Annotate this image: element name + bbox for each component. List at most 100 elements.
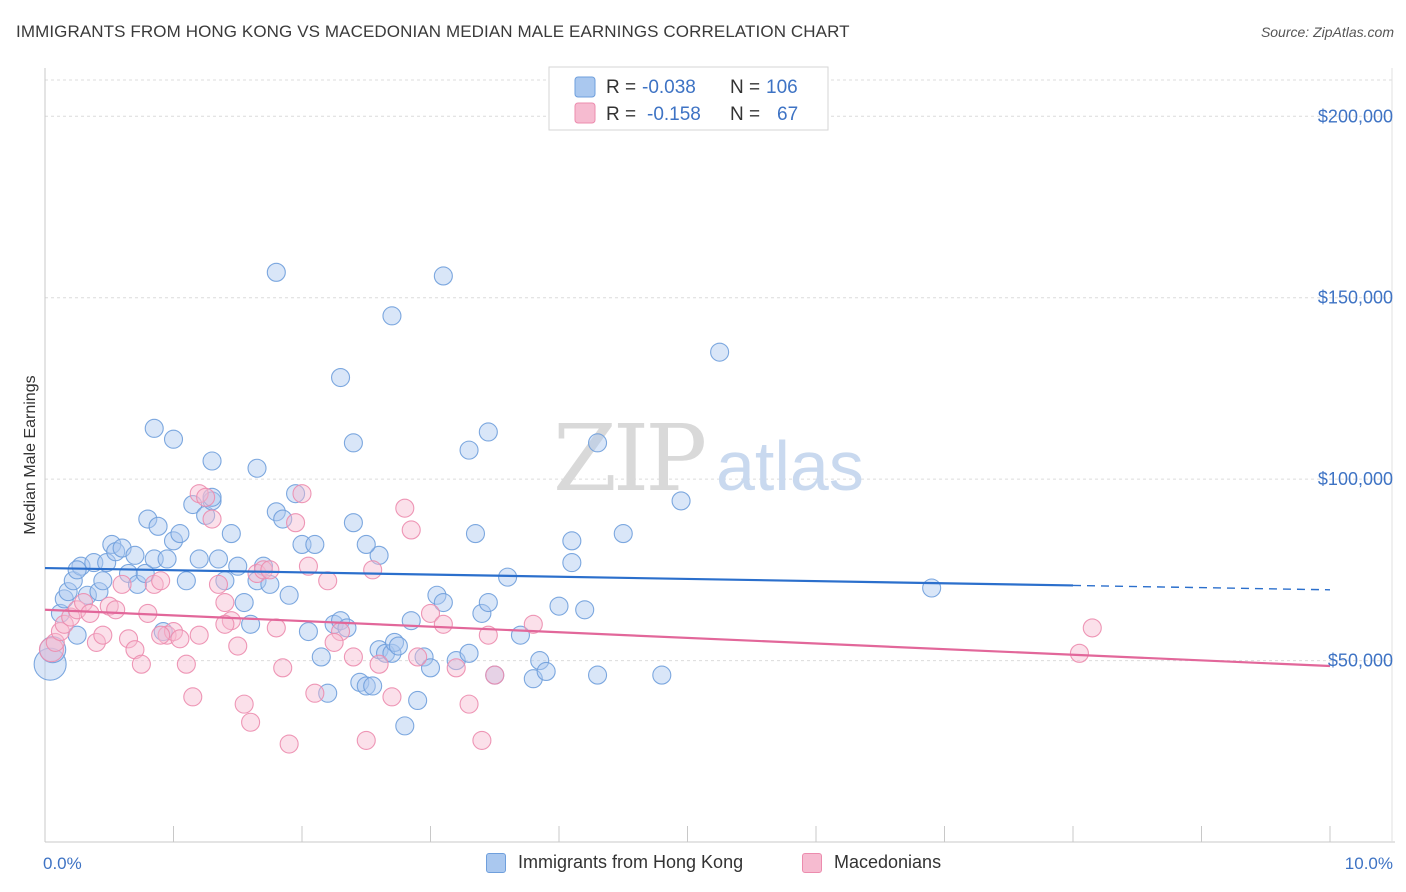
point-macedonians: [395, 498, 415, 518]
point-macedonians: [215, 614, 235, 634]
point-macedonians: [472, 730, 492, 750]
point-hong-kong: [459, 440, 479, 460]
point-macedonians: [420, 603, 441, 623]
point-hong-kong: [106, 542, 126, 562]
point-hong-kong: [163, 429, 184, 449]
point-hong-kong: [266, 502, 286, 522]
point-macedonians: [298, 556, 318, 576]
point-macedonians: [305, 683, 325, 703]
point-hong-kong: [330, 611, 351, 631]
point-hong-kong: [234, 592, 254, 613]
point-macedonians: [485, 665, 505, 685]
point-macedonians: [363, 560, 383, 580]
point-macedonians: [221, 611, 241, 631]
legend-n-label-1: N =: [730, 77, 760, 98]
point-hong-kong: [459, 643, 479, 663]
point-hong-kong: [536, 661, 556, 682]
point-hong-kong: [369, 640, 389, 660]
points-layer: [33, 262, 1102, 754]
legend-label-hong-kong: Immigrants from Hong Kong: [518, 852, 744, 872]
point-hong-kong: [562, 531, 582, 551]
point-hong-kong: [58, 582, 78, 602]
point-hong-kong: [67, 560, 87, 580]
point-hong-kong: [922, 578, 942, 598]
point-hong-kong: [613, 524, 633, 544]
point-hong-kong: [671, 491, 691, 511]
point-hong-kong: [89, 582, 109, 602]
point-macedonians: [478, 625, 498, 645]
legend-item-hong-kong[interactable]: Immigrants from Hong Kong: [486, 852, 743, 873]
point-hong-kong: [311, 647, 331, 667]
point-macedonians: [45, 632, 65, 652]
point-macedonians: [151, 571, 171, 591]
legend-n-label-2: N =: [730, 104, 760, 125]
point-macedonians: [170, 629, 190, 649]
legend-n-value-2: 67: [777, 104, 798, 125]
legend-r-value-1: -0.038: [642, 77, 696, 98]
point-macedonians: [260, 560, 280, 580]
point-macedonians: [80, 603, 100, 623]
point-hong-kong: [153, 621, 173, 642]
point-hong-kong: [575, 600, 595, 620]
point-hong-kong: [228, 556, 248, 576]
point-hong-kong: [33, 647, 67, 681]
watermark: ZIP atlas: [553, 405, 864, 512]
point-hong-kong: [266, 262, 286, 282]
point-macedonians: [459, 694, 479, 714]
point-hong-kong: [710, 342, 730, 362]
point-hong-kong: [414, 647, 434, 667]
point-macedonians: [196, 487, 216, 507]
point-hong-kong: [465, 524, 486, 544]
y-tick-label: $100,000: [1318, 469, 1393, 489]
point-macedonians: [273, 658, 293, 678]
legend-swatch-macedonians: [574, 102, 596, 124]
point-hong-kong: [148, 516, 168, 536]
point-hong-kong: [652, 665, 672, 685]
point-macedonians: [401, 520, 421, 540]
point-hong-kong: [530, 651, 550, 671]
watermark-atlas: atlas: [716, 427, 864, 505]
point-macedonians: [202, 509, 222, 529]
point-macedonians: [99, 596, 119, 616]
point-hong-kong: [298, 621, 318, 642]
legend-swatch-pink: [802, 852, 822, 873]
point-macedonians: [356, 730, 376, 750]
legend-item-macedonians[interactable]: Macedonians: [802, 852, 941, 873]
point-macedonians: [208, 574, 229, 594]
point-hong-kong: [478, 422, 498, 442]
x-tick-label-max: 10.0%: [1345, 854, 1393, 873]
point-hong-kong: [363, 676, 383, 696]
y-tick-label: $50,000: [1328, 651, 1393, 671]
point-hong-kong: [433, 592, 453, 613]
point-hong-kong: [472, 603, 492, 623]
point-hong-kong: [208, 549, 229, 569]
point-hong-kong: [202, 487, 222, 507]
watermark-zip: ZIP: [553, 405, 704, 512]
point-hong-kong: [498, 567, 518, 587]
point-macedonians: [189, 484, 209, 504]
point-macedonians: [112, 574, 132, 594]
point-hong-kong: [176, 571, 196, 591]
point-hong-kong: [587, 433, 608, 453]
point-hong-kong: [202, 451, 222, 471]
point-hong-kong: [170, 524, 190, 544]
x-tick-label-min: 0.0%: [43, 854, 82, 873]
point-macedonians: [247, 563, 267, 584]
point-hong-kong: [127, 574, 148, 594]
point-hong-kong: [384, 632, 405, 652]
point-macedonians: [189, 625, 209, 645]
point-hong-kong: [71, 556, 91, 576]
point-macedonians: [61, 607, 81, 627]
point-macedonians: [106, 600, 126, 620]
point-hong-kong: [305, 534, 325, 555]
point-hong-kong: [163, 531, 184, 551]
point-hong-kong: [189, 549, 209, 569]
legend-r-label-2: R =: [606, 104, 636, 125]
point-hong-kong: [350, 672, 370, 692]
y-tick-label: $150,000: [1318, 288, 1393, 308]
chart-title: IMMIGRANTS FROM HONG KONG VS MACEDONIAN …: [16, 22, 850, 41]
point-hong-kong: [330, 367, 351, 388]
point-hong-kong: [221, 524, 241, 544]
point-macedonians: [176, 654, 196, 674]
